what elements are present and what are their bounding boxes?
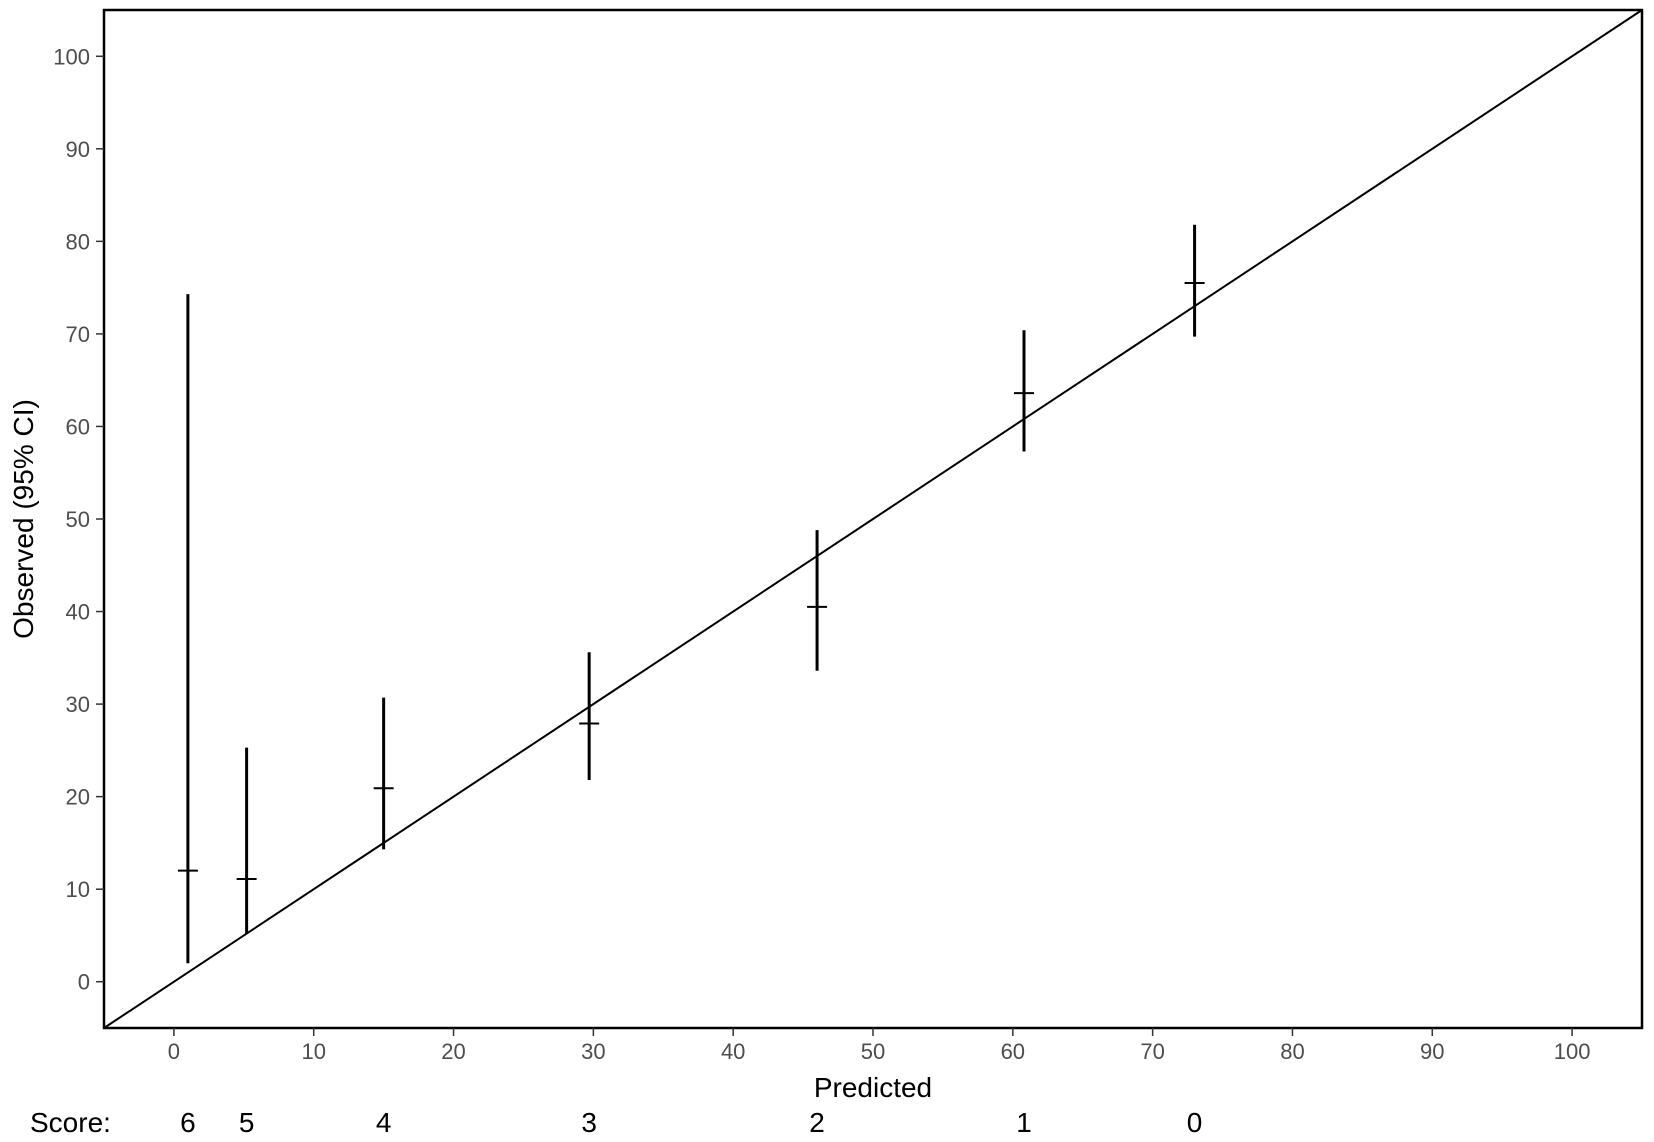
x-tick-label: 80 xyxy=(1280,1039,1304,1064)
y-tick-label: 0 xyxy=(78,970,90,995)
y-tick-label: 60 xyxy=(66,414,90,439)
x-tick-label: 60 xyxy=(1001,1039,1025,1064)
x-tick-label: 30 xyxy=(581,1039,605,1064)
y-axis-ticks: 0 10 20 30 40 50 60 70 80 90 100 xyxy=(53,44,104,995)
x-tick-label: 100 xyxy=(1554,1039,1591,1064)
x-tick-label: 70 xyxy=(1140,1039,1164,1064)
score-value-6: 6 xyxy=(180,1107,196,1138)
y-tick-label: 100 xyxy=(53,44,90,69)
identity-reference-line xyxy=(103,9,1643,1029)
score-value-1: 1 xyxy=(1016,1107,1032,1138)
y-axis-title: Observed (95% CI) xyxy=(8,399,39,639)
y-tick-label: 90 xyxy=(66,137,90,162)
x-axis-ticks: 0 10 20 30 40 50 60 70 80 90 100 xyxy=(168,1028,1591,1064)
x-tick-label: 40 xyxy=(721,1039,745,1064)
score-values-row: 6 5 4 3 2 1 0 xyxy=(180,1107,1202,1138)
x-axis-title: Predicted xyxy=(814,1072,932,1103)
x-tick-label: 50 xyxy=(861,1039,885,1064)
y-tick-label: 30 xyxy=(66,692,90,717)
score-value-2: 2 xyxy=(809,1107,825,1138)
y-tick-label: 20 xyxy=(66,785,90,810)
y-tick-label: 70 xyxy=(66,322,90,347)
score-value-5: 5 xyxy=(239,1107,255,1138)
confidence-interval-layer xyxy=(186,224,1197,964)
y-tick-label: 50 xyxy=(66,507,90,532)
score-value-0: 0 xyxy=(1187,1107,1203,1138)
x-tick-label: 10 xyxy=(301,1039,325,1064)
score-value-4: 4 xyxy=(376,1107,392,1138)
y-tick-label: 10 xyxy=(66,877,90,902)
y-tick-label: 40 xyxy=(66,600,90,625)
y-tick-label: 80 xyxy=(66,229,90,254)
score-value-3: 3 xyxy=(581,1107,597,1138)
score-row-label: Score: xyxy=(30,1107,111,1138)
x-tick-label: 0 xyxy=(168,1039,180,1064)
point-estimate-layer xyxy=(177,282,1205,881)
x-tick-label: 20 xyxy=(441,1039,465,1064)
reference-line-layer xyxy=(103,9,1643,1029)
x-tick-label: 90 xyxy=(1420,1039,1444,1064)
